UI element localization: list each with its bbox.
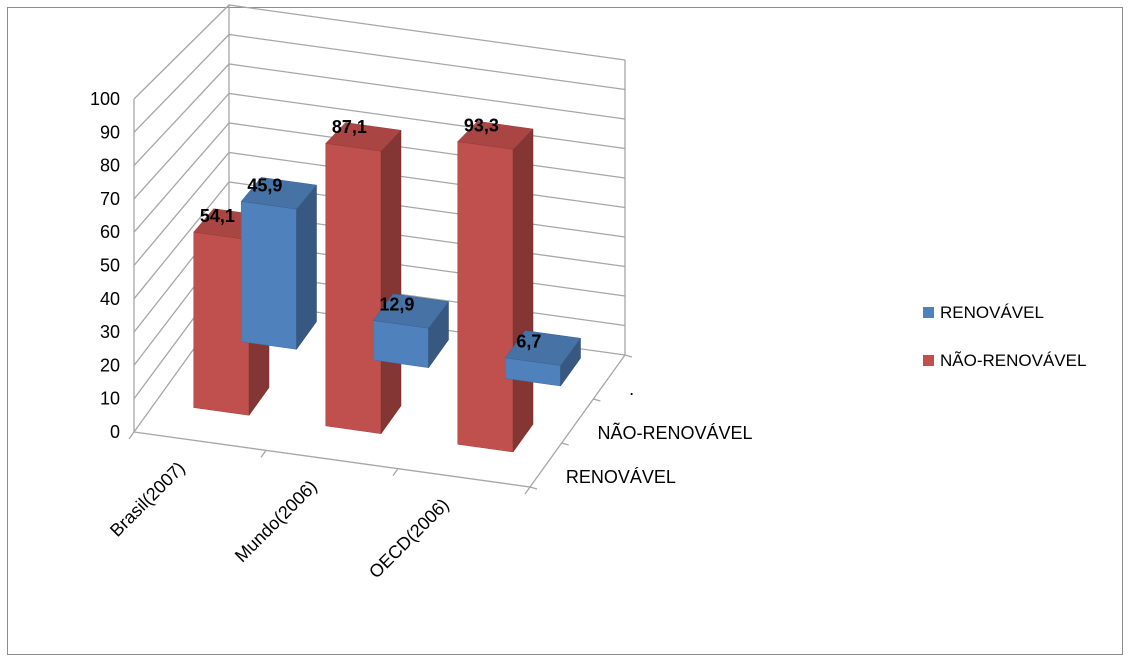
bar [504, 330, 581, 387]
bar-top-face [457, 121, 534, 150]
depth-label: . [629, 379, 634, 399]
data-labels: 54,1 87,1 93,3 45,9 12,9 6,7 [200, 115, 542, 351]
y-tick-label: 0 [110, 422, 120, 442]
y-tick-label: 20 [100, 355, 120, 375]
bar-top-face [325, 122, 402, 152]
bar-top-face [372, 293, 449, 329]
y-axis-ticks: 0 10 20 30 40 50 60 70 80 90 100 [90, 89, 120, 442]
chart-bars [193, 121, 581, 453]
depth-tick-mark [529, 486, 538, 490]
bar-front-face [372, 320, 429, 368]
category-label: Brasil(2007) [106, 458, 189, 541]
legend-swatch [923, 307, 934, 318]
y-tick-label: 70 [100, 189, 120, 209]
depth-tick-mark [561, 442, 569, 446]
y-tick-label: 90 [100, 122, 120, 142]
bar-top-face [504, 330, 581, 366]
bar-top-face [240, 177, 317, 210]
data-label: 45,9 [247, 175, 282, 195]
y-tick-label: 10 [100, 389, 120, 409]
y-tick-label: 50 [100, 256, 120, 276]
data-label: 54,1 [200, 206, 235, 226]
y-tick-label: 80 [100, 156, 120, 176]
y-tick-label: 40 [100, 289, 120, 309]
depth-tick-mark [593, 398, 601, 402]
legend-label: RENOVÁVEL [940, 303, 1044, 322]
category-label: Mundo(2006) [231, 476, 321, 566]
bar-side-face [512, 128, 534, 453]
data-label: 93,3 [464, 115, 499, 135]
data-label: 6,7 [516, 332, 541, 352]
bar [240, 177, 317, 351]
bar-front-face [193, 231, 250, 416]
bar-front-face [325, 143, 382, 434]
category-label: OECD(2006) [365, 495, 453, 583]
category-tick-mark [392, 468, 399, 477]
depth-tick-mark [624, 354, 633, 358]
chart-frame [7, 7, 1123, 655]
depth-axis-labels: . NÃO-RENOVÁVEL RENOVÁVEL [566, 379, 753, 487]
legend: RENOVÁVEL NÃO-RENOVÁVEL [923, 303, 1086, 370]
depth-label: NÃO-RENOVÁVEL [598, 422, 753, 443]
bar [457, 121, 534, 453]
bar-front-face [240, 201, 297, 350]
legend-swatch [923, 355, 934, 366]
category-tick-mark [524, 486, 531, 495]
y-tick-label: 30 [100, 322, 120, 342]
bar [372, 293, 449, 369]
category-tick-mark [260, 449, 267, 458]
depth-label: RENOVÁVEL [566, 467, 676, 487]
y-tick-label: 60 [100, 222, 120, 242]
bar-side-face [380, 129, 402, 435]
bar-side-face [296, 184, 317, 351]
category-tick-mark [128, 431, 135, 440]
data-label: 12,9 [379, 294, 414, 314]
bar-front-face [457, 141, 514, 453]
y-tick-label: 100 [90, 89, 120, 109]
x-axis-categories: Brasil(2007) Mundo(2006) OECD(2006) [106, 458, 453, 582]
bar [325, 122, 402, 435]
legend-label: NÃO-RENOVÁVEL [940, 351, 1086, 370]
data-label: 87,1 [332, 117, 367, 137]
